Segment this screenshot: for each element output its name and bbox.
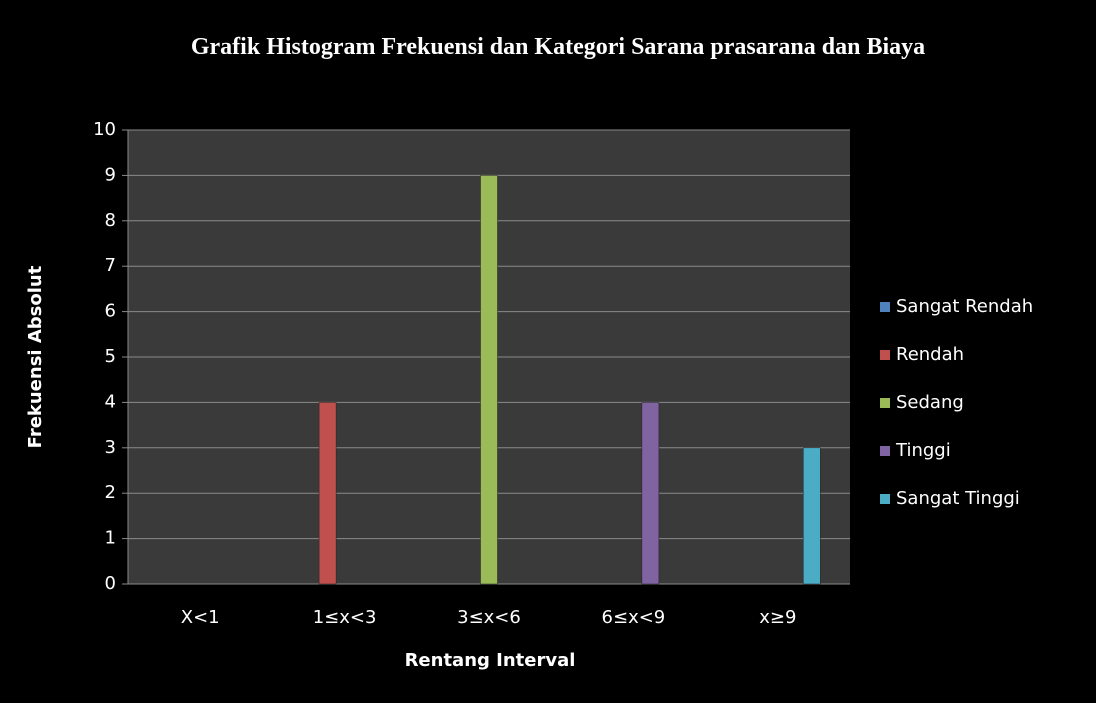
bar: [318, 402, 337, 585]
legend-swatch: [880, 494, 890, 504]
x-axis-label: Rentang Interval: [405, 650, 576, 671]
legend-swatch: [880, 446, 890, 456]
y-tick-label: 5: [105, 346, 116, 367]
x-tick-label: 1≤x<3: [313, 607, 377, 628]
legend-label: Rendah: [896, 344, 964, 365]
legend-swatch: [880, 350, 890, 360]
legend-swatch: [880, 398, 890, 408]
y-tick-label: 7: [105, 255, 116, 276]
bar: [480, 175, 498, 585]
y-tick-label: 10: [93, 119, 116, 140]
x-tick-label: 6≤x<9: [602, 607, 666, 628]
y-tick-label: 8: [105, 210, 116, 231]
y-tick-label: 0: [105, 573, 116, 594]
y-tick-label: 9: [105, 164, 116, 185]
chart-title: Grafik Histogram Frekuensi dan Kategori …: [190, 34, 926, 60]
bar: [641, 402, 660, 585]
legend-label: Tinggi: [895, 440, 951, 461]
x-tick-label: 3≤x<6: [457, 607, 521, 628]
legend-label: Sangat Rendah: [896, 296, 1033, 317]
y-tick-label: 2: [105, 482, 116, 503]
y-tick-label: 4: [105, 391, 116, 412]
legend-swatch: [880, 302, 890, 312]
y-axis-label: Frekuensi Absolut: [25, 265, 46, 448]
legend-label: Sedang: [896, 392, 964, 413]
y-tick-label: 1: [105, 528, 116, 549]
bar: [803, 447, 821, 585]
x-tick-label: X<1: [181, 607, 220, 628]
legend-label: Sangat Tinggi: [896, 488, 1020, 509]
x-tick-label: x≥9: [759, 607, 796, 628]
y-tick-label: 6: [105, 301, 116, 322]
y-tick-label: 3: [105, 437, 116, 458]
